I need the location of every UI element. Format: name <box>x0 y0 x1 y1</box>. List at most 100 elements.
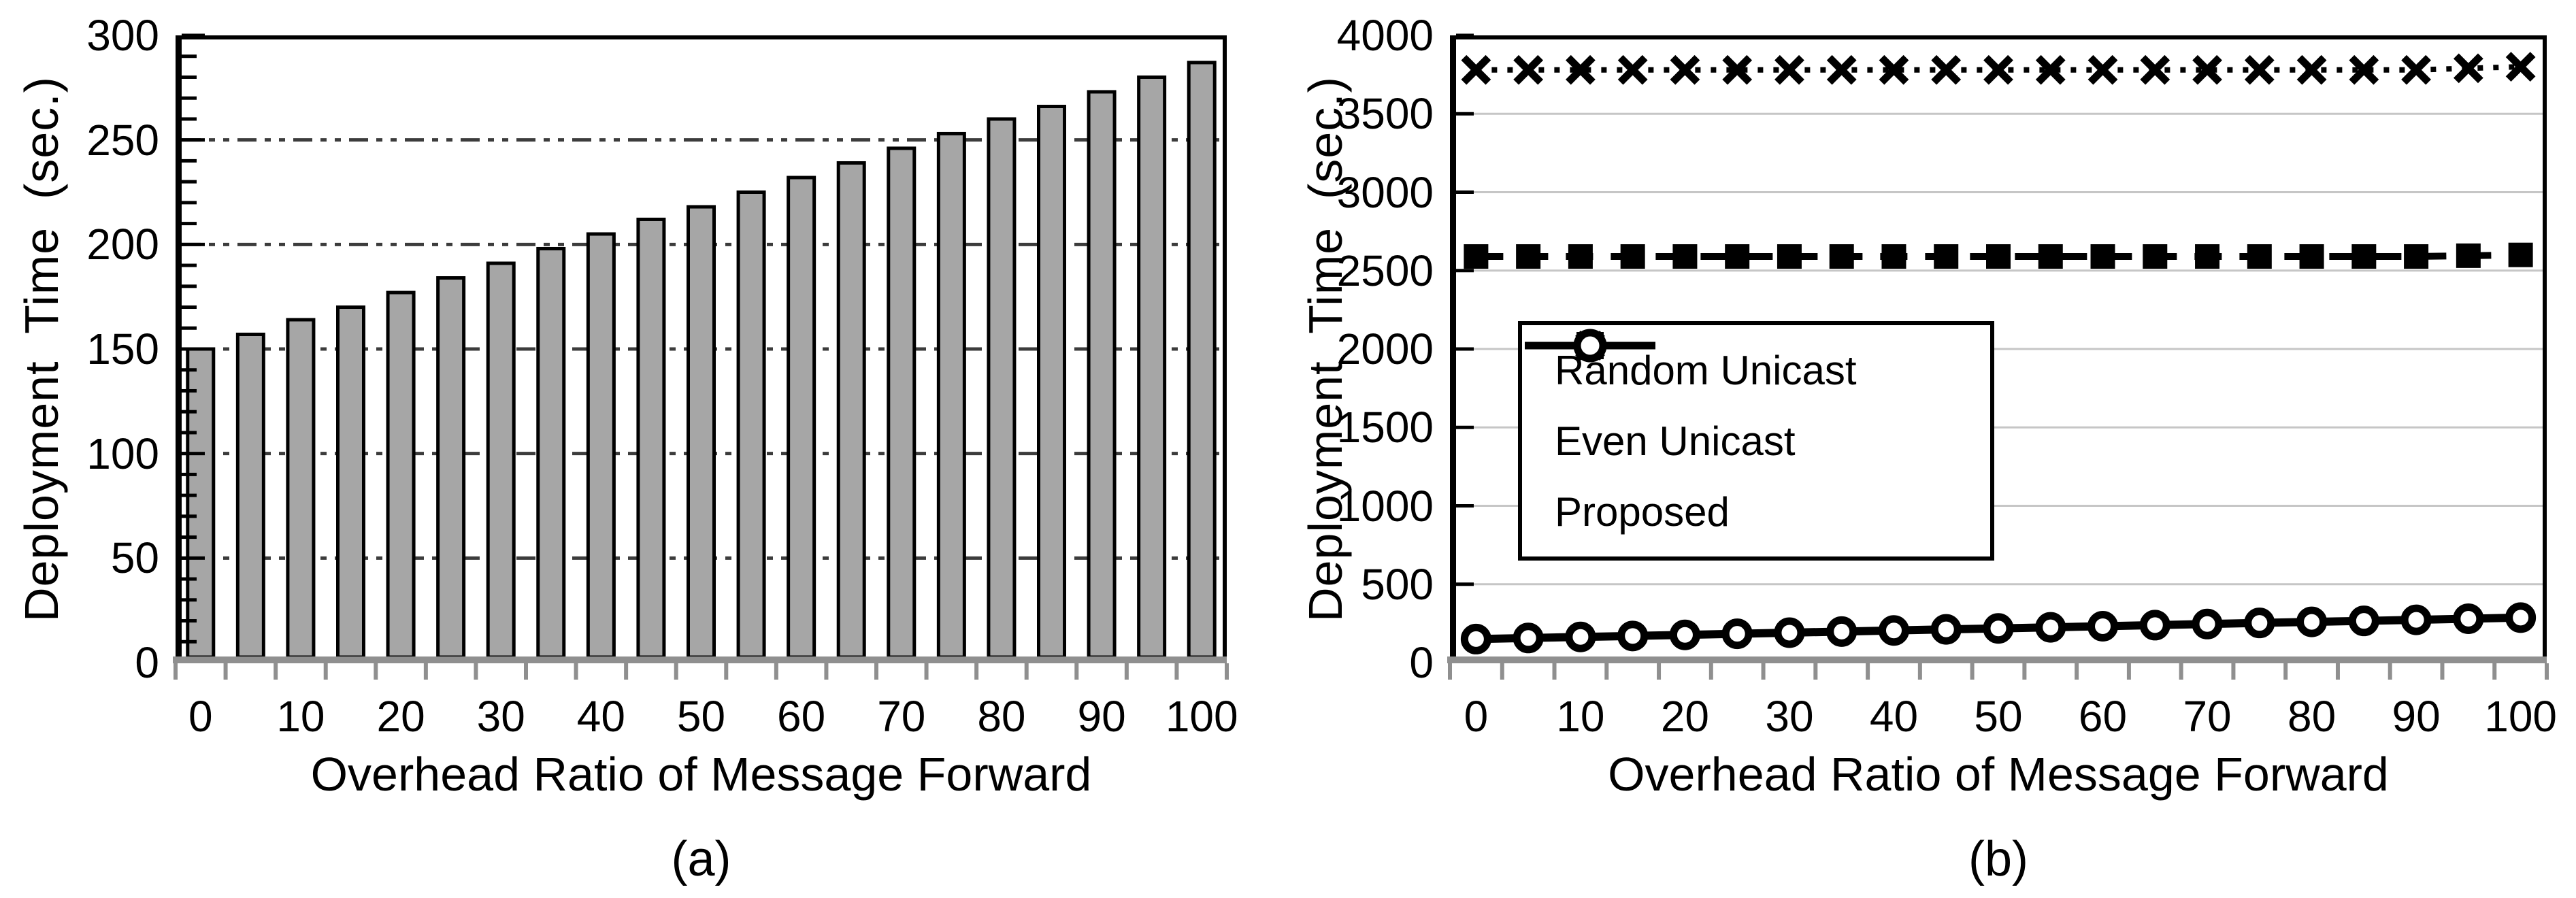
plot-frame-top <box>1450 35 2547 39</box>
line-chart-canvas <box>1447 33 2549 680</box>
bar <box>1137 75 1167 659</box>
marker-x-icon <box>2140 54 2170 85</box>
legend-item-proposed: Proposed <box>1525 329 1983 535</box>
x-axis-tick <box>1552 663 1557 680</box>
marker-square-icon <box>2404 244 2429 269</box>
x-axis-tick <box>2283 663 2288 680</box>
y-axis-tick <box>1456 112 1474 116</box>
x-tick-label: 20 <box>1660 692 1710 741</box>
x-axis-line <box>173 656 1227 663</box>
plot-frame-right <box>1223 35 1227 663</box>
y-axis-tick <box>182 96 197 100</box>
x-axis-tick <box>924 663 929 680</box>
marker-circle-icon <box>2348 605 2379 637</box>
x-tick-label: 90 <box>2392 692 2441 741</box>
y-axis-tick <box>182 326 197 330</box>
y-axis-tick <box>182 598 197 602</box>
marker-circle-icon <box>1774 617 1805 648</box>
x-tick-label: 70 <box>877 692 926 741</box>
marker-x-icon <box>1931 54 1962 85</box>
marker-circle-icon <box>1983 613 2014 644</box>
y-axis-tick <box>1456 269 1474 273</box>
x-axis-line <box>1447 656 2547 663</box>
marker-x-icon <box>2035 54 2066 85</box>
x-tick-label: 30 <box>1765 692 1814 741</box>
x-tick-label: 80 <box>2287 692 2336 741</box>
x-axis-tick <box>1124 663 1129 680</box>
marker-x-icon <box>1617 54 1648 85</box>
x-axis-tick <box>1604 663 1609 680</box>
y-tick-label: 0 <box>1409 638 1434 687</box>
legend: Random Unicast Even Unicast Proposed <box>1518 321 1994 561</box>
legend-label-even-unicast: Even Unicast <box>1555 418 1796 464</box>
y-axis-tick <box>182 117 197 121</box>
caption-b: (b) <box>1968 832 2028 886</box>
marker-square-icon <box>1620 244 1645 269</box>
x-axis-tick <box>174 663 178 680</box>
bar <box>1037 104 1066 659</box>
x-axis-tick <box>674 663 678 680</box>
x-axis-tick <box>2388 663 2392 680</box>
y-axis-tick <box>182 493 197 497</box>
x-axis-tick <box>2545 663 2549 680</box>
marker-x-icon <box>2087 54 2118 85</box>
marker-square-icon <box>2508 242 2533 267</box>
y-axis-tick <box>182 284 197 288</box>
y-axis-tick <box>182 535 197 539</box>
x-axis-tick <box>2075 663 2079 680</box>
marker-circle-icon <box>2400 604 2432 635</box>
bar <box>536 246 566 659</box>
bar <box>1187 61 1217 659</box>
y-axis-tick <box>182 222 197 226</box>
bar <box>186 347 216 659</box>
panel-b: Deployment Time (sec.) 0 500 1000 1500 2000 2… <box>1288 0 2576 898</box>
x-axis-tick <box>824 663 829 680</box>
x-axis-tick <box>2335 663 2340 680</box>
marker-circle-icon <box>1930 614 1962 645</box>
marker-circle-icon <box>1878 615 1909 646</box>
y-tick-label: 200 <box>86 220 159 269</box>
y-tick-label: 3500 <box>1336 89 1434 139</box>
marker-square-icon <box>2090 244 2115 269</box>
plot-frame-right <box>2543 35 2547 663</box>
marker-square-icon <box>1672 244 1698 269</box>
plot-area-b: 0 500 1000 1500 2000 2500 3000 3500 4000 0 10 20 30… <box>1337 11 2557 741</box>
marker-x-icon <box>2401 54 2431 85</box>
marker-circle-icon <box>1826 616 1857 647</box>
x-tick-label: 0 <box>188 692 213 741</box>
y-axis-title-a: Deployment Time (sec.) <box>11 35 72 663</box>
marker-square-icon <box>2456 243 2481 268</box>
legend-label-proposed: Proposed <box>1555 488 1730 535</box>
x-tick-label: 50 <box>676 692 726 741</box>
marker-x-icon <box>1670 54 1700 85</box>
y-tick-label: 2500 <box>1336 246 1434 295</box>
series-line-dashed <box>1476 251 2521 261</box>
x-tick-label: 60 <box>2078 692 2128 741</box>
marker-circle-icon <box>1565 621 1596 652</box>
y-tick-label: 2000 <box>1336 325 1434 373</box>
bar <box>336 305 365 659</box>
marker-square-icon <box>1464 244 1489 269</box>
y-tick-label: 500 <box>1361 559 1434 609</box>
x-tick-label: 10 <box>276 692 325 741</box>
x-tick-label: 100 <box>1165 692 1238 741</box>
bar <box>687 205 716 659</box>
x-axis-tick <box>323 663 328 680</box>
y-axis-tick <box>182 514 197 518</box>
marker-circle-icon <box>1617 620 1649 652</box>
x-tick-label: 100 <box>2484 692 2557 741</box>
x-axis-tick <box>1074 663 1079 680</box>
marker-x-icon <box>1566 54 1596 85</box>
x-tick-label: 50 <box>1974 692 2023 741</box>
marker-square-icon <box>1829 244 1854 269</box>
marker-circle-icon <box>1669 619 1700 650</box>
marker-x-icon <box>1879 54 1909 85</box>
marker-circle-icon <box>2453 603 2484 634</box>
marker-circle-icon <box>2139 610 2170 641</box>
x-tick-label: 30 <box>476 692 525 741</box>
x-tick-label: 80 <box>977 692 1026 741</box>
x-axis-tick <box>524 663 528 680</box>
x-tick-label: 40 <box>1869 692 1919 741</box>
x-axis-tick <box>474 663 478 680</box>
bar <box>887 146 917 659</box>
